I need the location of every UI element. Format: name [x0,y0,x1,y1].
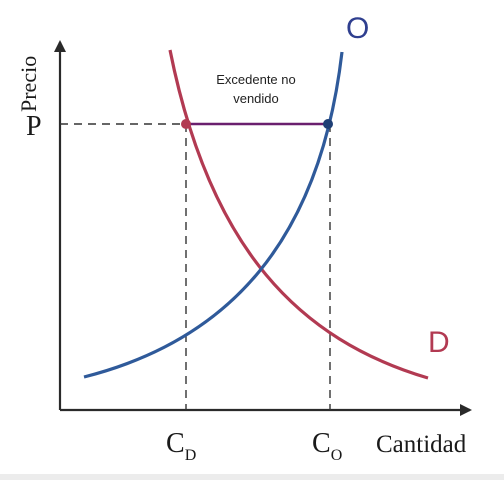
surplus-annotation-line1: Excedente no [216,72,296,87]
surplus-annotation-line2: vendido [233,91,279,106]
bottom-band [0,474,504,480]
demand-quantity-subscript: D [185,447,197,464]
demand-curve-label: D [428,326,450,359]
demand-quantity-main: C [166,428,185,459]
supply-curve [83,51,344,379]
demand-quantity-label: CD [166,428,196,464]
supply-quantity-subscript: O [331,447,343,464]
supply-curve-label: O [346,12,369,45]
supply-quantity-main: C [312,428,331,459]
supply-point [323,119,333,129]
y-axis-label: Precio [16,56,41,112]
price-label: P [26,111,42,142]
x-axis-label: Cantidad [376,431,467,458]
demand-curve [168,49,429,380]
supply-quantity-label: CO [312,428,342,464]
demand-point [181,119,191,129]
